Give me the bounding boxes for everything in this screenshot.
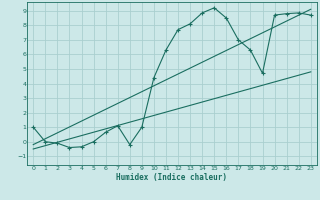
X-axis label: Humidex (Indice chaleur): Humidex (Indice chaleur) [116, 173, 228, 182]
